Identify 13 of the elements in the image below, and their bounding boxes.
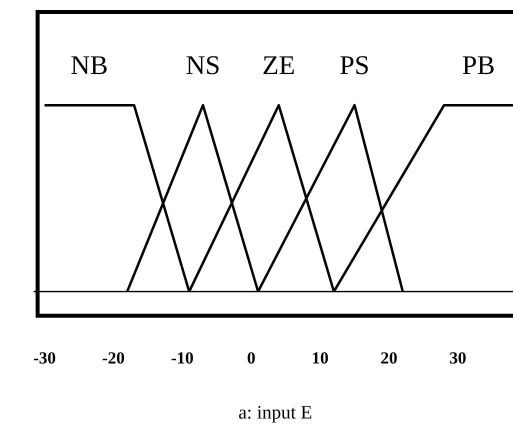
x-tick-label: 30 (449, 348, 466, 368)
series-label: PS (340, 50, 370, 80)
x-axis-title: a: input E (238, 402, 312, 424)
x-tick-label: 0 (246, 348, 256, 368)
x-tick-label: 20 (380, 348, 398, 368)
series-label: NB (70, 50, 108, 80)
series-label: NS (186, 50, 220, 80)
x-tick-label: -20 (102, 348, 125, 368)
x-tick-label: -30 (33, 348, 56, 368)
series-label: PB (462, 50, 496, 80)
x-tick-label: 10 (312, 348, 329, 368)
x-tick-label: -10 (170, 348, 194, 368)
series-label: ZE (262, 50, 296, 80)
